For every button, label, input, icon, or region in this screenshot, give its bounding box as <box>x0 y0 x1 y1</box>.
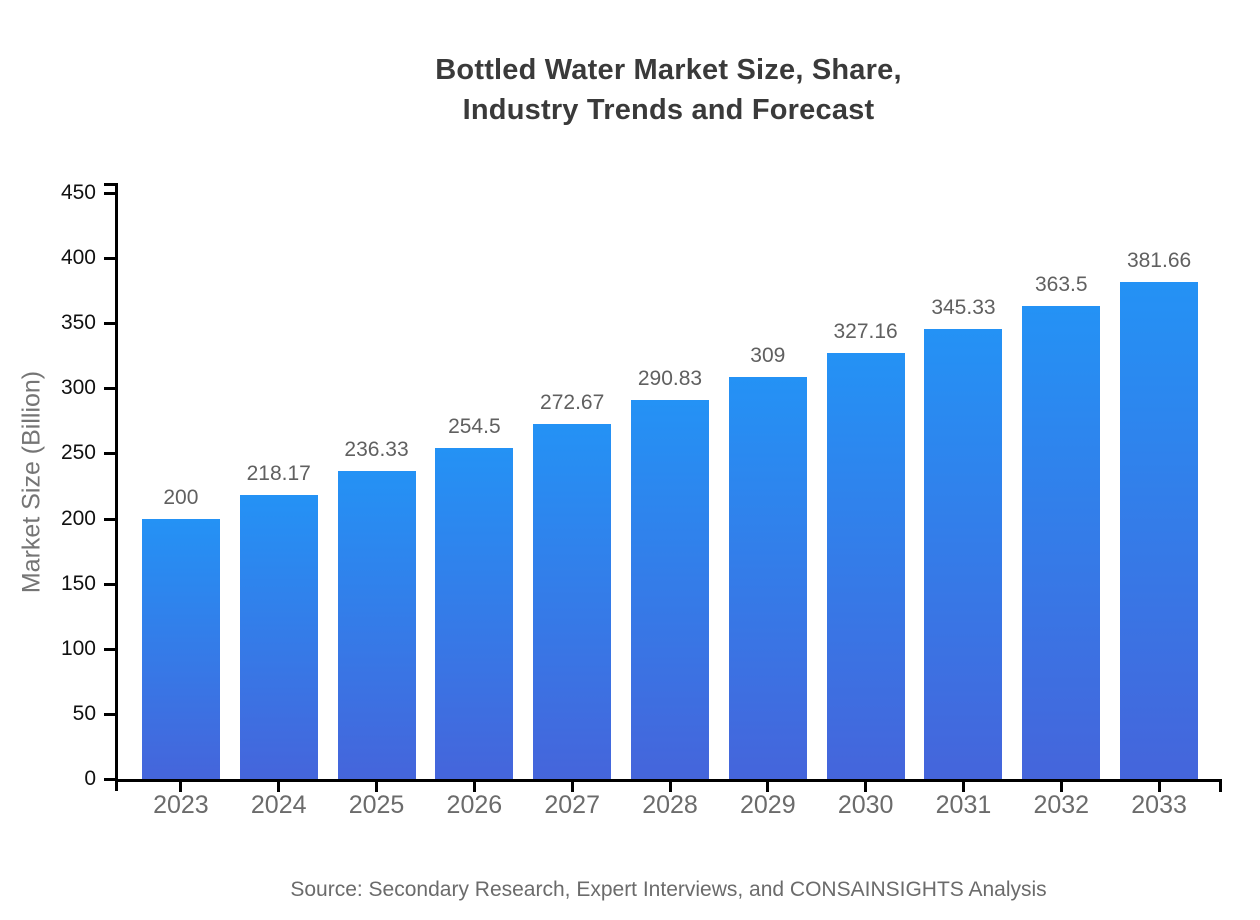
y-axis-tick-label: 200 <box>60 506 96 530</box>
bar-value-label: 218.17 <box>246 461 311 485</box>
chart-title-line1: Bottled Water Market Size, Share, <box>435 54 902 86</box>
x-axis-tick-label: 2031 <box>935 791 992 819</box>
y-axis-tick <box>104 192 115 195</box>
x-axis-tick <box>668 782 672 792</box>
x-axis-tick <box>277 782 281 792</box>
x-axis-tick-label: 2025 <box>348 791 405 819</box>
y-axis-line <box>115 183 118 791</box>
bar <box>1022 305 1101 779</box>
bar-value-label: 345.33 <box>931 296 996 320</box>
bar <box>631 400 709 779</box>
y-axis-tick <box>104 322 115 326</box>
chart-title: Bottled Water Market Size, Share, Indust… <box>115 50 1222 130</box>
x-axis-tick <box>179 782 183 792</box>
chart-title-line2: Industry Trends and Forecast <box>462 94 875 126</box>
y-axis-tick-label: 250 <box>60 441 96 465</box>
bar-value-label: 327.16 <box>833 319 898 343</box>
y-axis-tick <box>104 712 115 716</box>
bar-value-label: 272.67 <box>540 390 605 414</box>
y-axis-tick <box>104 387 115 391</box>
y-axis-tick <box>104 582 115 586</box>
x-axis-tick <box>375 782 379 792</box>
y-axis-tick-label: 100 <box>60 636 96 660</box>
x-axis-end-cap <box>1219 782 1222 792</box>
x-axis-tick <box>1157 782 1161 792</box>
bar <box>337 471 416 779</box>
bar-value-label: 236.33 <box>344 438 409 462</box>
bar-value-label: 309 <box>750 343 786 367</box>
x-axis-tick <box>961 782 965 792</box>
y-axis-end-cap <box>104 183 115 186</box>
bar <box>141 518 220 779</box>
x-axis-tick-label: 2033 <box>1131 791 1187 819</box>
y-axis-tick-label: 50 <box>72 701 96 725</box>
y-axis-tick <box>104 778 115 781</box>
y-axis-tick <box>104 452 115 456</box>
bar-value-label: 363.5 <box>1034 272 1088 296</box>
bar-value-label: 200 <box>163 485 199 509</box>
x-axis-tick-label: 2030 <box>837 791 894 819</box>
x-axis-tick-label: 2028 <box>642 791 698 819</box>
x-axis-tick-label: 2027 <box>544 791 600 819</box>
y-axis-tick <box>104 517 115 521</box>
y-axis-tick-label: 450 <box>60 181 96 204</box>
y-axis-tick-label: 350 <box>60 311 96 335</box>
bar <box>1120 281 1199 779</box>
plot-area: 0 50 100 150 200 250 300 350 400 450 200 2023 218.17… <box>61 181 1222 819</box>
x-axis-tick-label: 2024 <box>250 791 307 819</box>
y-axis-tick-label: 400 <box>60 246 96 270</box>
y-axis-tick-label: 150 <box>60 571 96 595</box>
bar-value-label: 254.5 <box>448 414 501 438</box>
x-axis-tick <box>472 782 476 792</box>
bar <box>239 494 318 779</box>
bar-value-label: 381.66 <box>1126 248 1192 272</box>
bar <box>533 423 612 779</box>
x-axis-tick <box>864 782 868 792</box>
source-note: Source: Secondary Research, Expert Inter… <box>290 878 1047 901</box>
x-axis-tick-label: 2032 <box>1033 791 1090 819</box>
x-axis-tick-label: 2023 <box>153 791 209 819</box>
x-axis-tick-label: 2026 <box>446 791 503 819</box>
y-axis-tick <box>104 257 115 261</box>
y-axis-tick <box>104 647 115 651</box>
x-axis-tick <box>570 782 574 792</box>
x-axis-line <box>115 779 1222 782</box>
y-axis-title: Market Size (Billion) <box>17 370 46 594</box>
bar <box>924 329 1003 779</box>
bar <box>826 352 905 779</box>
bar <box>435 447 514 779</box>
y-axis-tick-label: 0 <box>84 767 96 790</box>
bar <box>728 376 807 779</box>
x-axis-tick <box>1059 782 1063 792</box>
x-axis-tick-label: 2029 <box>740 791 796 819</box>
y-axis-tick-label: 300 <box>60 376 96 400</box>
x-axis-tick <box>766 782 770 792</box>
bar-value-label: 290.83 <box>637 367 703 391</box>
